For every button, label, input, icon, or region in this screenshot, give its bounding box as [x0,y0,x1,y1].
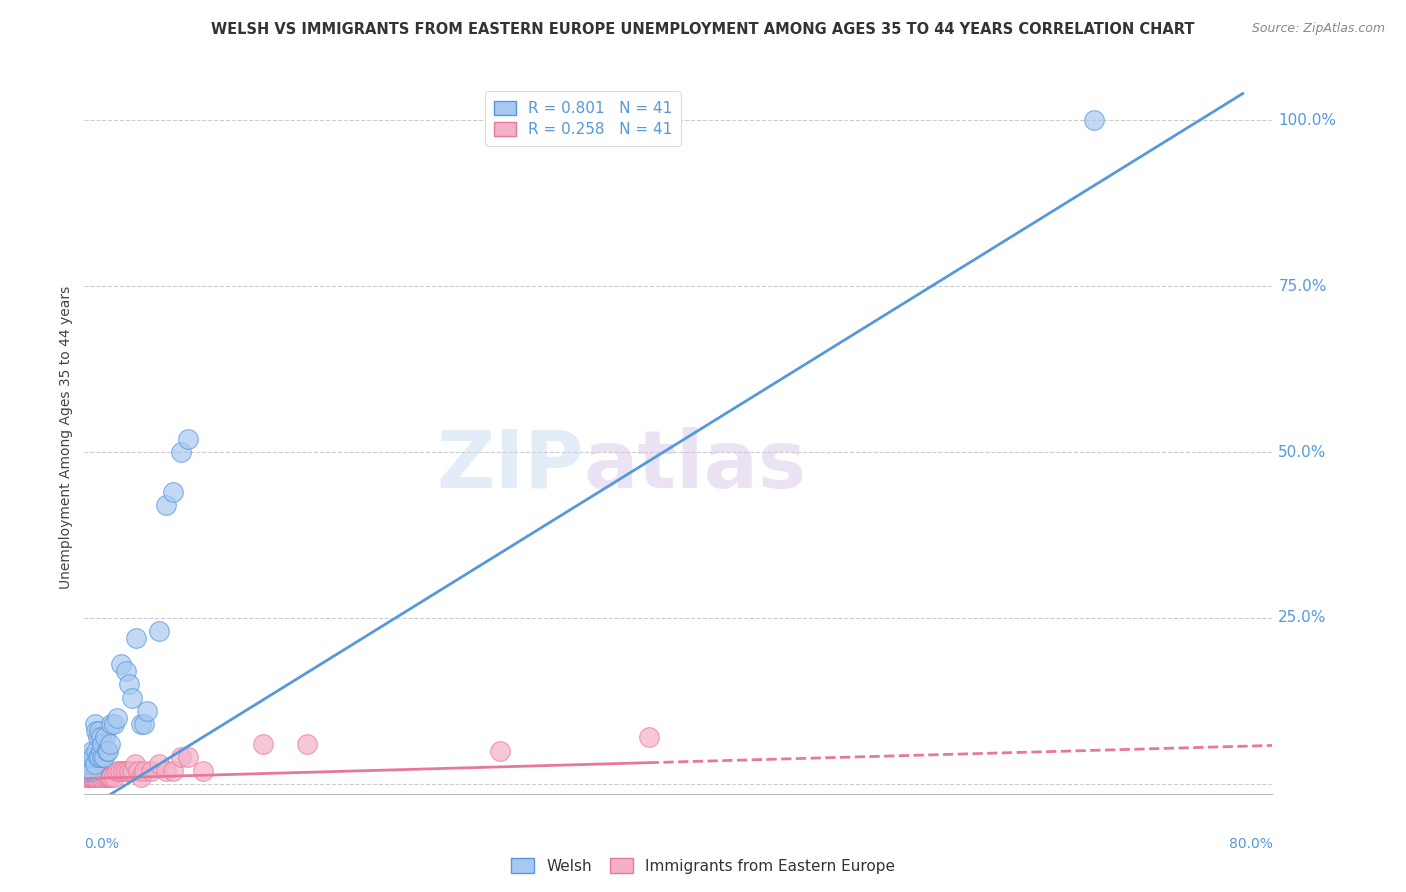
Text: 80.0%: 80.0% [1229,837,1272,851]
Point [177,432,200,446]
Point [108,764,131,778]
Point [82,750,104,764]
Text: atlas: atlas [583,426,807,505]
Point [115,764,138,778]
Point [162,764,184,778]
Point [489,744,512,758]
Point [98,737,121,751]
Point [98,770,121,784]
Point [141,764,163,778]
Text: 50.0%: 50.0% [1278,444,1327,459]
Point [115,664,138,678]
Point [89,770,111,784]
Point [91,764,114,778]
Point [87,731,110,745]
Point [637,113,659,128]
Point [90,770,112,784]
Y-axis label: Unemployment Among Ages 35 to 44 years: Unemployment Among Ages 35 to 44 years [59,285,73,589]
Point [177,750,200,764]
Point [97,770,120,784]
Point [80,744,103,758]
Text: ZIP: ZIP [436,426,583,505]
Point [79,770,101,784]
Point [103,770,125,784]
Point [129,717,152,731]
Point [1083,113,1105,128]
Text: Source: ZipAtlas.com: Source: ZipAtlas.com [1251,22,1385,36]
Point [84,744,107,758]
Point [252,737,274,751]
Point [118,764,141,778]
Point [93,770,115,784]
Point [80,764,103,778]
Point [127,764,149,778]
Point [90,744,112,758]
Text: WELSH VS IMMIGRANTS FROM EASTERN EUROPE UNEMPLOYMENT AMONG AGES 35 TO 44 YEARS C: WELSH VS IMMIGRANTS FROM EASTERN EUROPE … [211,22,1195,37]
Point [83,757,105,772]
Point [83,717,105,731]
Point [118,677,141,691]
Legend: Welsh, Immigrants from Eastern Europe: Welsh, Immigrants from Eastern Europe [505,852,901,880]
Point [79,750,101,764]
Point [135,704,157,718]
Text: 25.0%: 25.0% [1278,610,1327,625]
Point [121,690,143,705]
Point [87,750,110,764]
Point [100,770,122,784]
Point [148,624,170,639]
Point [155,764,177,778]
Point [295,737,318,751]
Point [89,723,111,738]
Point [162,484,184,499]
Point [637,731,659,745]
Point [111,764,134,778]
Point [125,631,148,645]
Point [75,770,97,784]
Text: 100.0%: 100.0% [1278,112,1336,128]
Point [148,757,170,772]
Point [84,770,107,784]
Point [121,764,143,778]
Point [91,737,114,751]
Point [103,717,125,731]
Point [105,764,128,778]
Point [170,445,193,459]
Point [93,750,115,764]
Point [96,744,118,758]
Point [77,770,100,784]
Point [132,764,155,778]
Point [97,744,120,758]
Point [76,764,98,778]
Point [83,770,105,784]
Point [91,750,114,764]
Point [84,723,107,738]
Point [132,717,155,731]
Point [90,731,112,745]
Point [129,770,152,784]
Point [96,770,118,784]
Point [76,770,98,784]
Text: 75.0%: 75.0% [1278,278,1327,293]
Point [155,498,177,512]
Point [94,731,117,745]
Point [124,757,146,772]
Point [100,717,122,731]
Point [94,764,117,778]
Point [191,764,215,778]
Point [82,770,104,784]
Legend: R = 0.801   N = 41, R = 0.258   N = 41: R = 0.801 N = 41, R = 0.258 N = 41 [485,92,682,146]
Point [170,750,193,764]
Point [105,710,128,724]
Point [80,764,103,778]
Point [89,750,111,764]
Point [77,757,100,772]
Point [80,770,103,784]
Text: 0.0%: 0.0% [84,837,120,851]
Point [110,657,132,672]
Point [87,764,110,778]
